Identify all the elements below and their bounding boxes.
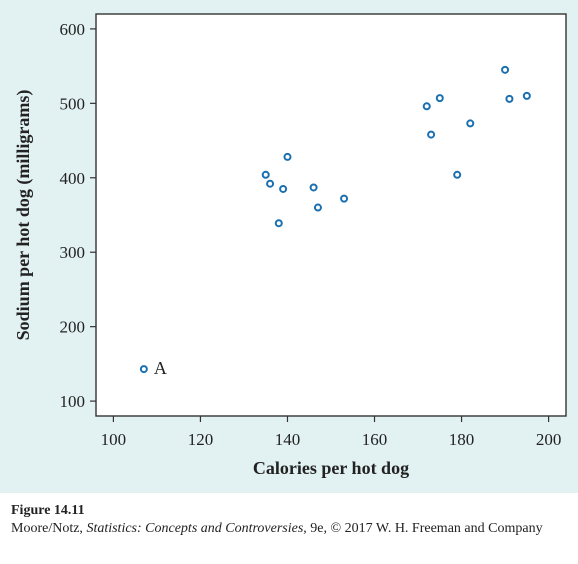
y-tick-label: 400 <box>60 169 86 188</box>
annotations: A <box>154 358 167 378</box>
y-tick-label: 600 <box>60 20 86 39</box>
y-axis-ticks: 100 200 300 400 500 600 <box>60 20 97 411</box>
caption-prefix: Moore/Notz, <box>11 521 86 536</box>
caption-book-title: Statistics: Concepts and Controversies <box>86 521 303 536</box>
figure-caption: Figure 14.11 Moore/Notz, Statistics: Con… <box>11 502 571 538</box>
x-axis-ticks: 100 120 140 160 180 200 <box>101 416 562 449</box>
x-tick-label: 120 <box>188 430 214 449</box>
plot-area <box>96 14 566 416</box>
x-tick-label: 140 <box>275 430 301 449</box>
y-tick-label: 500 <box>60 94 86 113</box>
y-tick-label: 200 <box>60 318 86 337</box>
y-tick-label: 100 <box>60 392 86 411</box>
x-tick-label: 160 <box>362 430 388 449</box>
point-label: A <box>154 358 167 378</box>
x-axis-title: Calories per hot dog <box>253 458 409 478</box>
x-tick-label: 200 <box>536 430 562 449</box>
caption-credit: Moore/Notz, Statistics: Concepts and Con… <box>11 520 571 538</box>
caption-suffix: , 9e, © 2017 W. H. Freeman and Company <box>303 521 542 536</box>
y-axis-title: Sodium per hot dog (milligrams) <box>13 90 34 341</box>
x-tick-label: 100 <box>101 430 127 449</box>
x-tick-label: 180 <box>449 430 475 449</box>
caption-title: Figure 14.11 <box>11 502 571 520</box>
figure-panel: 100 120 140 160 180 200 100 200 300 400 500 600 A … <box>0 0 578 493</box>
y-tick-label: 300 <box>60 243 86 262</box>
